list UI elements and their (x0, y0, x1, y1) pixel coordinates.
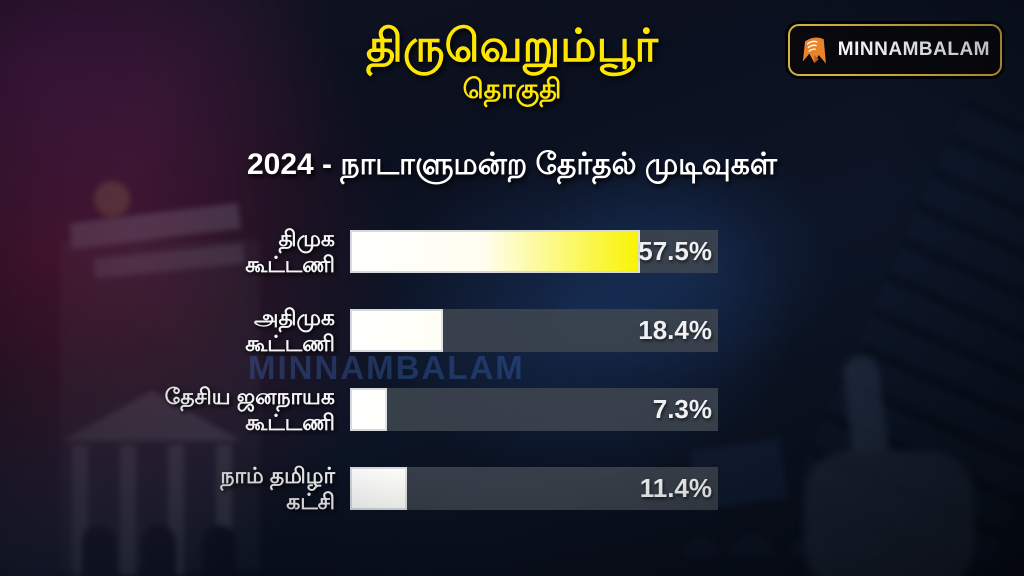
fist (804, 451, 974, 576)
bar-fill (350, 388, 387, 431)
bar-row: அதிமுக கூட்டணி 18.4% (0, 305, 733, 356)
bar-fill (350, 309, 443, 352)
value-label: 11.4% (639, 473, 712, 503)
party-label: அதிமுக கூட்டணி (0, 305, 350, 357)
chart-title: 2024 - நாடாளுமன்ற தேர்தல் முடிவுகள் (246, 148, 777, 181)
party-label-line1: நாம் தமிழர் (220, 462, 335, 488)
bar-chart: திமுக கூட்டணி 57.5% அதிமுக கூட்டணி 18.4%… (0, 226, 733, 546)
constituency-subtitle: தொகுதி (462, 74, 562, 104)
bar-row: தேசிய ஜனநாயக கூட்டணி 7.3% (0, 384, 733, 435)
party-label: திமுக கூட்டணி (0, 226, 350, 278)
party-label: தேசிய ஜனநாயக கூட்டணி (0, 384, 350, 436)
party-label-line2: கூட்டணி (245, 330, 335, 356)
bar-track: 7.3% (350, 388, 718, 431)
building-emblem (94, 181, 130, 217)
bar-track: 11.4% (350, 467, 718, 510)
party-label-line2: கூட்டணி (245, 251, 335, 277)
bar-row: நாம் தமிழர் கட்சி 11.4% (0, 463, 733, 514)
minnambalam-logo: MINNAMBALAM (788, 24, 1002, 76)
bar-fill (350, 230, 640, 273)
party-label: நாம் தமிழர் கட்சி (0, 463, 350, 515)
party-label-line1: திமுக (278, 225, 335, 251)
logo-text: MINNAMBALAM (837, 39, 990, 60)
value-label: 18.4% (638, 315, 712, 345)
bar-track: 57.5% (350, 230, 718, 273)
bar-fill (350, 467, 407, 510)
inked-finger-hand-silhouette (754, 354, 1004, 576)
bar-track: 18.4% (350, 309, 718, 352)
minnambalam-m-flame-icon (802, 37, 826, 64)
value-label: 7.3% (652, 394, 712, 424)
party-label-line2: கட்சி (286, 488, 335, 514)
bar-row: திமுக கூட்டணி 57.5% (0, 226, 733, 277)
party-label-line1: அதிமுக (254, 304, 335, 330)
value-label: 57.5% (638, 236, 712, 266)
party-label-line1: தேசிய ஜனநாயக (164, 383, 335, 409)
party-label-line2: கூட்டணி (245, 409, 335, 435)
